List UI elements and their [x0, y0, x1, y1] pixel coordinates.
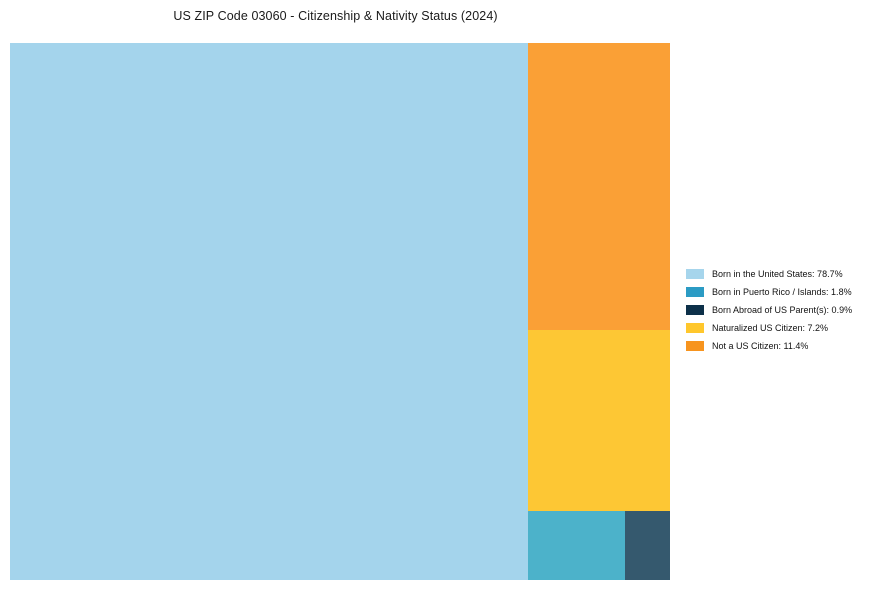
legend-item[interactable]: Naturalized US Citizen: 7.2% — [686, 319, 886, 337]
legend-item[interactable]: Not a US Citizen: 11.4% — [686, 337, 886, 355]
legend-item-label: Naturalized US Citizen: 7.2% — [712, 323, 829, 333]
treemap-tile[interactable] — [10, 43, 528, 580]
legend-item-label: Born in Puerto Rico / Islands: 1.8% — [712, 287, 852, 297]
legend-color-swatch — [686, 305, 704, 315]
legend-color-swatch — [686, 323, 704, 333]
treemap-plot-area — [10, 43, 670, 580]
legend-color-swatch — [686, 287, 704, 297]
legend-item[interactable]: Born in Puerto Rico / Islands: 1.8% — [686, 283, 886, 301]
legend-color-swatch — [686, 341, 704, 351]
treemap-tile[interactable] — [528, 511, 625, 580]
legend-item-label: Born in the United States: 78.7% — [712, 269, 843, 279]
legend-item[interactable]: Born in the United States: 78.7% — [686, 265, 886, 283]
chart-legend: Born in the United States: 78.7% Born in … — [686, 265, 886, 355]
legend-item-label: Born Abroad of US Parent(s): 0.9% — [712, 305, 853, 315]
treemap-tile[interactable] — [528, 330, 670, 511]
legend-color-swatch — [686, 269, 704, 279]
treemap-tile[interactable] — [528, 43, 670, 330]
legend-item[interactable]: Born Abroad of US Parent(s): 0.9% — [686, 301, 886, 319]
treemap-tile[interactable] — [625, 511, 670, 580]
legend-item-label: Not a US Citizen: 11.4% — [712, 341, 809, 351]
chart-title: US ZIP Code 03060 - Citizenship & Nativi… — [173, 9, 498, 23]
